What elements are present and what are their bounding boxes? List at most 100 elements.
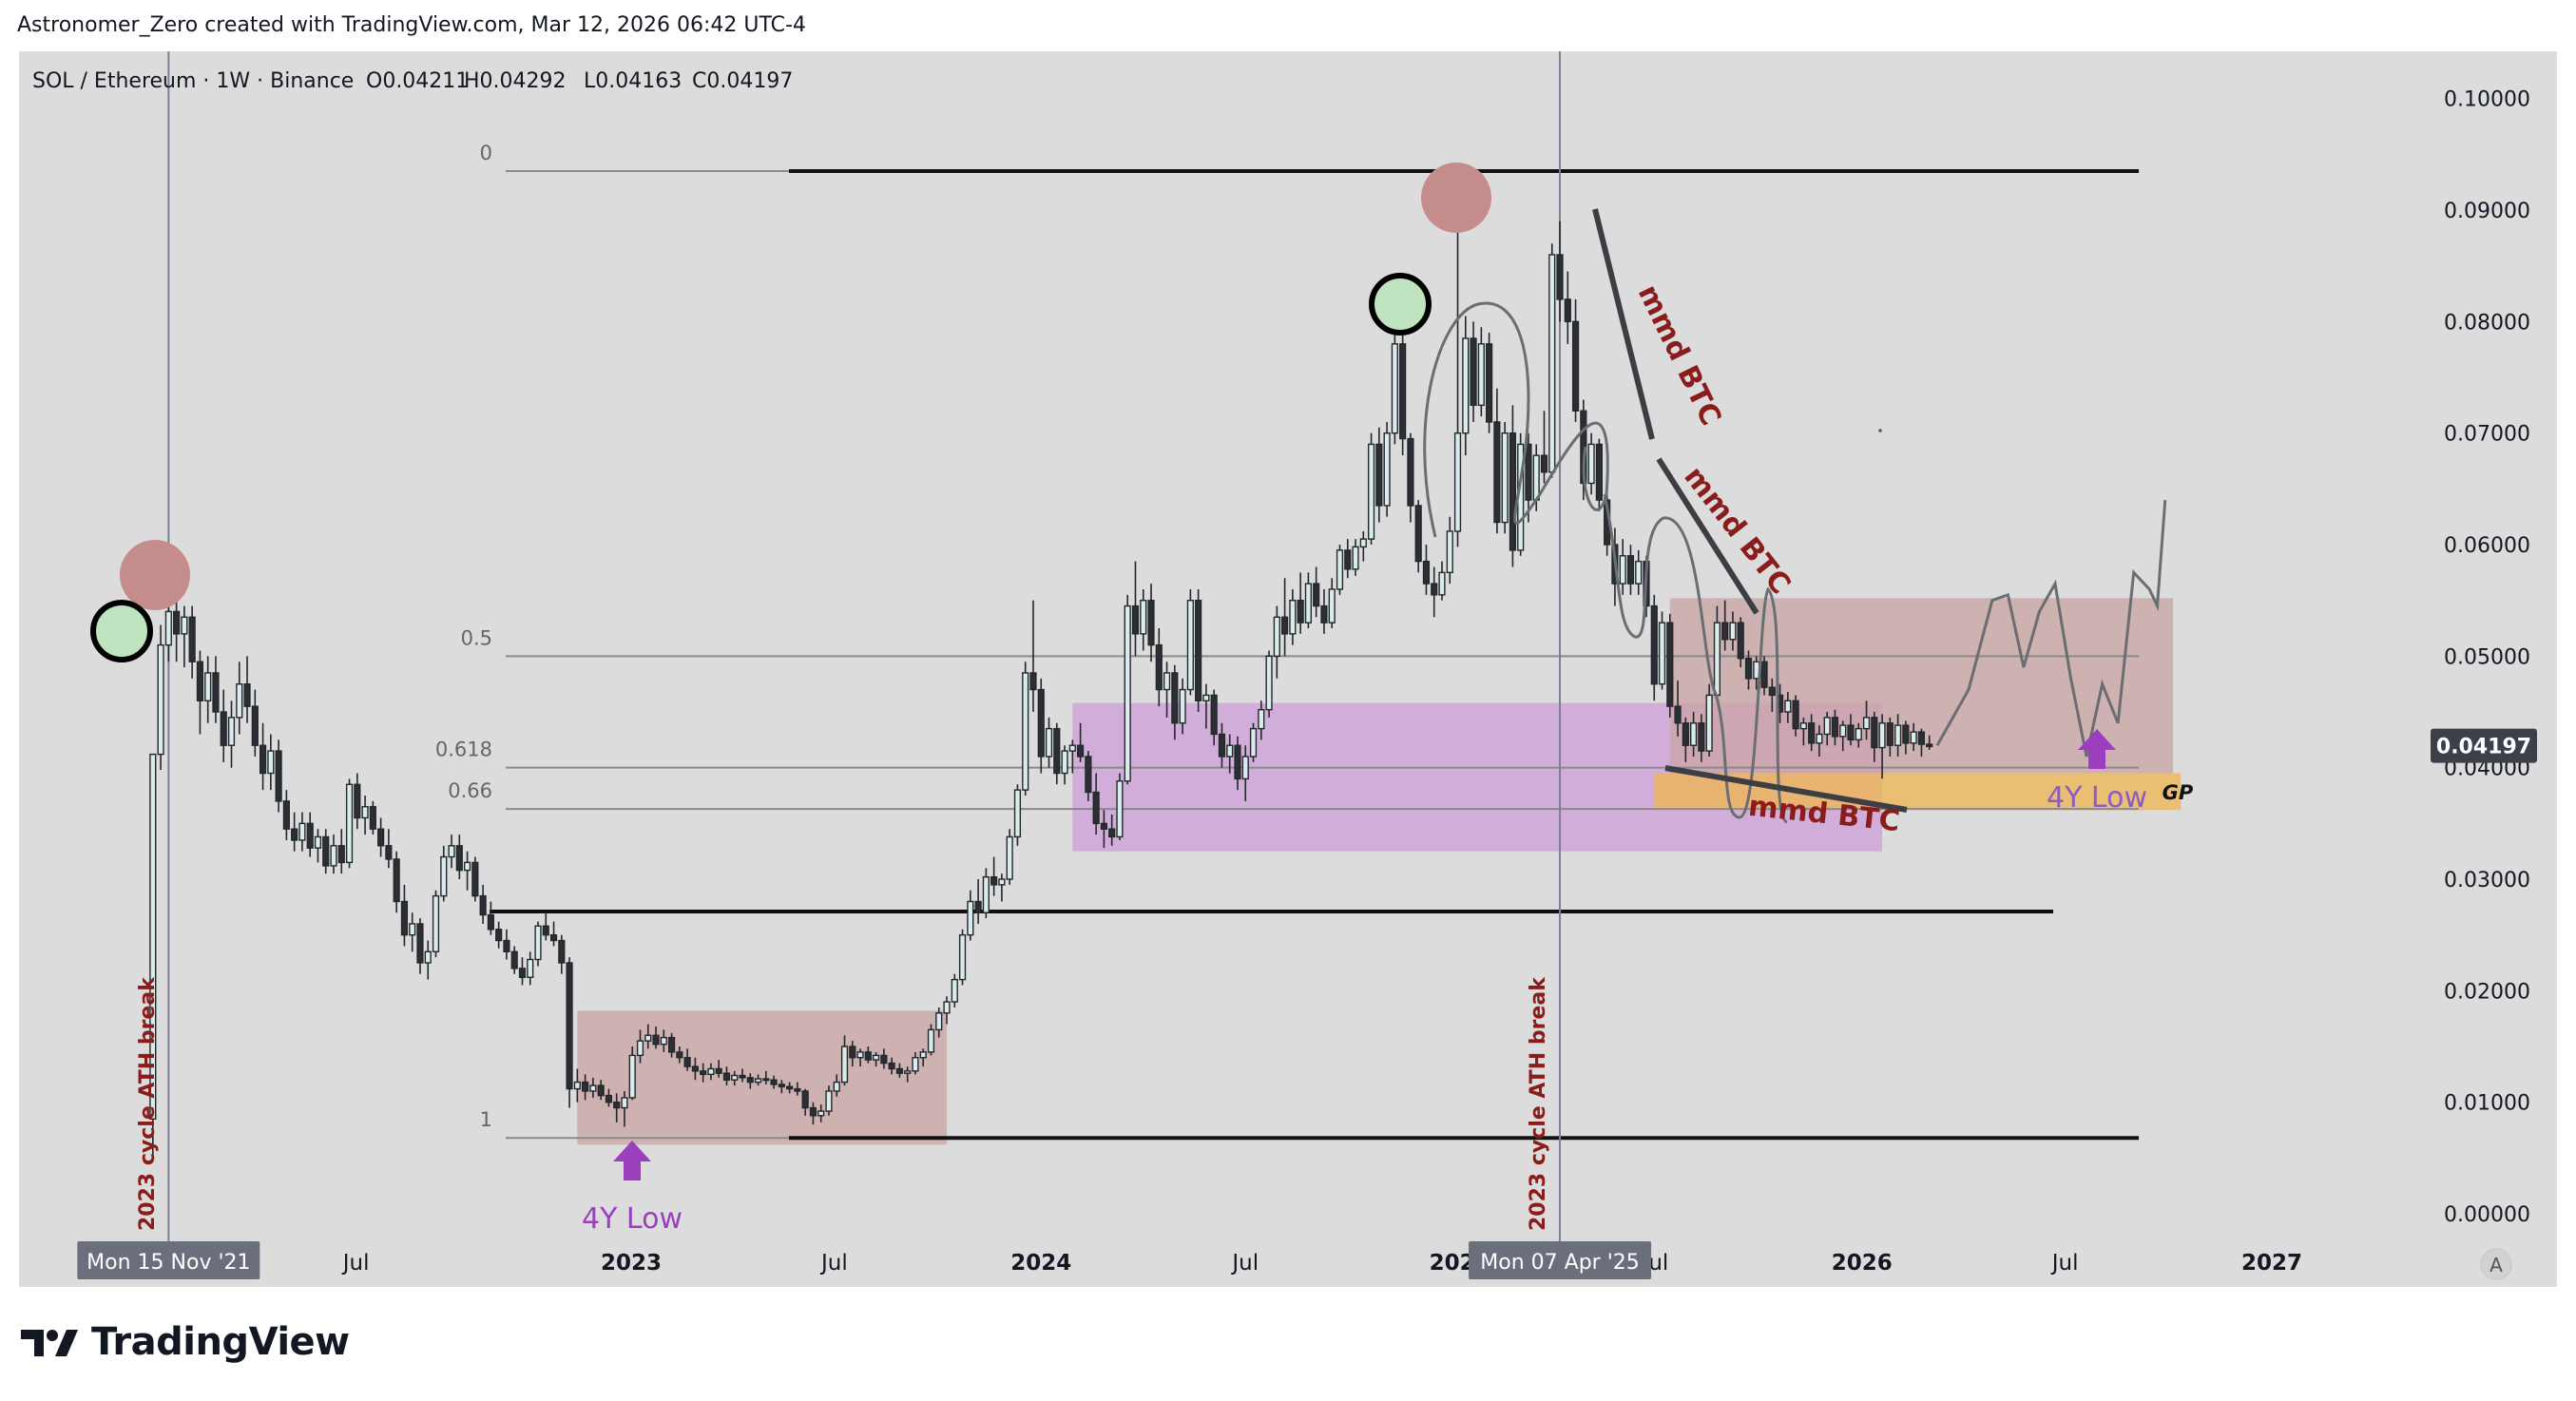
candle-body — [1226, 744, 1234, 758]
candle-body — [840, 1046, 849, 1084]
candle-body — [1249, 727, 1258, 758]
candle — [573, 1068, 581, 1103]
candle-body — [1729, 622, 1737, 641]
candle — [416, 918, 424, 974]
candle — [487, 901, 494, 935]
candle-body — [967, 900, 974, 936]
candle-body — [157, 643, 164, 756]
candle-body — [1320, 605, 1328, 624]
candle-body — [1375, 443, 1383, 507]
candle-body — [1328, 588, 1336, 624]
candle-body — [998, 878, 1006, 886]
candle — [1289, 588, 1297, 645]
ath-marker-circle — [1421, 163, 1491, 233]
candle-body — [1917, 731, 1926, 745]
candle — [951, 973, 958, 1008]
candle-body — [1823, 717, 1831, 736]
y-tick-label: 0.02000 — [2444, 980, 2530, 1004]
candle-body — [1564, 298, 1571, 323]
candle — [1383, 421, 1391, 517]
candle — [1595, 438, 1603, 511]
candle-body — [636, 1040, 644, 1057]
x-tick-label: 2027 — [2241, 1251, 2302, 1276]
candle — [479, 884, 487, 924]
auto-scale-button[interactable] — [2480, 1248, 2512, 1280]
candle — [236, 662, 243, 735]
candle — [243, 656, 251, 723]
candle-body — [322, 835, 330, 867]
candle — [660, 1029, 667, 1052]
candle — [1666, 613, 1674, 718]
candle — [1006, 829, 1013, 885]
x-tick-label: Jul — [1230, 1251, 1259, 1276]
candle-body — [691, 1065, 699, 1072]
candle-body — [935, 1012, 943, 1031]
candle-body — [518, 968, 527, 978]
trend-line — [1664, 765, 1908, 813]
candle — [825, 1085, 833, 1116]
candle-body — [1029, 672, 1037, 691]
fib-label-0: 0 — [480, 142, 492, 164]
candle — [1760, 656, 1768, 696]
candle — [1352, 539, 1359, 576]
candle — [510, 946, 518, 974]
candle-body — [1171, 672, 1179, 724]
candle — [1839, 720, 1847, 752]
candle-body — [1509, 432, 1517, 551]
candle-body — [762, 1078, 770, 1082]
candle — [1690, 712, 1698, 757]
candle — [1926, 735, 1933, 750]
candle — [746, 1073, 754, 1089]
fib-label-1: 1 — [480, 1108, 492, 1131]
candle — [1862, 700, 1871, 740]
candle — [463, 851, 471, 891]
candle-body — [1871, 717, 1878, 749]
candle-body — [1462, 337, 1470, 434]
candle — [762, 1070, 770, 1084]
candle — [1784, 691, 1792, 723]
trend-line — [1656, 457, 1759, 615]
candle — [1705, 683, 1713, 757]
candle-body — [912, 1057, 919, 1072]
candle — [1470, 321, 1477, 422]
candle — [432, 890, 440, 958]
candle-body — [243, 682, 251, 707]
candle — [1855, 722, 1862, 748]
candle-body — [1855, 727, 1862, 741]
candle-body — [1446, 530, 1453, 574]
candle-body — [667, 1036, 676, 1053]
candle — [770, 1075, 778, 1089]
candle — [1037, 678, 1045, 774]
candle-body — [188, 616, 196, 662]
crosshair-date-label: Mon 15 Nov '21 — [87, 1251, 250, 1275]
candle-body — [196, 661, 204, 701]
candle-body — [291, 828, 298, 841]
candle — [314, 829, 322, 863]
candles-layer — [149, 174, 1933, 1161]
y-tick-label: 0.07000 — [2444, 423, 2530, 447]
candle-body — [1548, 254, 1556, 473]
candle — [1564, 271, 1571, 344]
candle — [652, 1026, 660, 1049]
candle — [259, 722, 267, 791]
candle — [1768, 678, 1776, 713]
candle — [330, 835, 337, 874]
candle — [424, 940, 432, 980]
candle — [1210, 689, 1218, 746]
candle — [1234, 736, 1241, 791]
candle — [628, 1046, 636, 1101]
four-year-low-label: 4Y Low — [582, 1202, 682, 1236]
candle-body — [660, 1036, 667, 1046]
candle — [542, 912, 549, 941]
candle-body — [715, 1067, 722, 1074]
candle — [1068, 739, 1076, 774]
candle — [1029, 600, 1037, 713]
candle — [840, 1035, 849, 1086]
x-tick-label: Jul — [341, 1251, 370, 1276]
crosshair-date-badge — [1469, 1241, 1652, 1279]
candle — [196, 650, 204, 735]
candle-body — [204, 672, 212, 701]
candle — [1147, 584, 1155, 662]
candle — [927, 1024, 935, 1056]
